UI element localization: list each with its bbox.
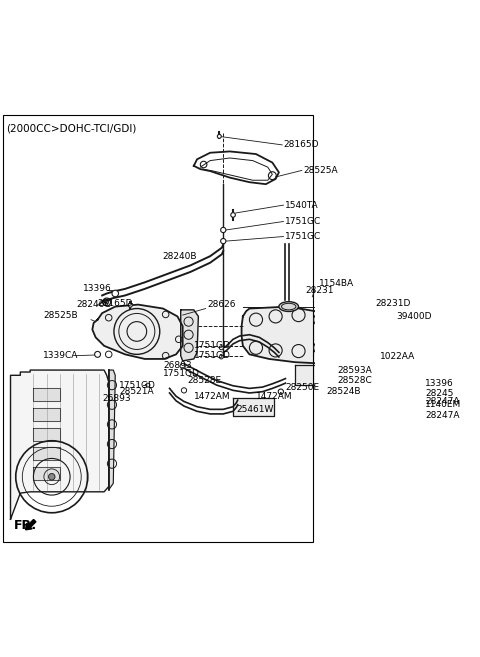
Circle shape (181, 388, 187, 393)
Circle shape (221, 238, 226, 244)
Polygon shape (34, 388, 60, 401)
Text: (2000CC>DOHC-TCI/GDI): (2000CC>DOHC-TCI/GDI) (6, 124, 136, 133)
Text: 26893: 26893 (163, 361, 192, 370)
Circle shape (278, 389, 284, 394)
Text: 1751GD: 1751GD (119, 380, 156, 390)
Text: 28247A: 28247A (425, 397, 459, 406)
Text: 28231D: 28231D (375, 299, 410, 307)
Text: 28593A: 28593A (337, 365, 372, 374)
Text: FR.: FR. (14, 519, 37, 532)
Text: 1751GD: 1751GD (194, 342, 231, 350)
Text: 1751GC: 1751GC (285, 232, 321, 241)
Text: 1472AM: 1472AM (194, 392, 230, 401)
Polygon shape (34, 428, 60, 441)
Polygon shape (34, 408, 60, 421)
Circle shape (146, 383, 150, 387)
Text: 28521A: 28521A (120, 387, 155, 396)
Text: 28626: 28626 (207, 300, 236, 309)
Ellipse shape (367, 327, 380, 340)
Text: 28528C: 28528C (337, 376, 372, 385)
Text: 1472AM: 1472AM (256, 392, 293, 401)
Text: 28246C: 28246C (76, 300, 110, 309)
Polygon shape (375, 322, 400, 349)
Text: 28247A: 28247A (425, 411, 459, 420)
Text: 1751GC: 1751GC (285, 217, 321, 226)
Text: 1339CA: 1339CA (43, 351, 79, 360)
Polygon shape (92, 305, 183, 359)
Polygon shape (180, 310, 198, 361)
Text: 26893: 26893 (102, 394, 131, 403)
Circle shape (219, 346, 223, 350)
Text: 28524B: 28524B (327, 387, 361, 396)
Text: 1751GD: 1751GD (163, 369, 200, 378)
Polygon shape (34, 467, 60, 480)
Circle shape (48, 474, 55, 480)
Text: 28165D: 28165D (284, 141, 319, 149)
Circle shape (217, 135, 221, 139)
Text: 1154BA: 1154BA (319, 279, 354, 288)
Text: 28240B: 28240B (162, 252, 197, 261)
Circle shape (128, 304, 132, 307)
Polygon shape (11, 370, 108, 519)
Polygon shape (382, 387, 405, 426)
Text: 28245: 28245 (425, 389, 453, 398)
Text: 1022AA: 1022AA (380, 352, 416, 361)
Text: 39400D: 39400D (396, 312, 432, 321)
Polygon shape (344, 315, 375, 352)
Polygon shape (233, 398, 274, 416)
Polygon shape (108, 370, 115, 490)
Text: 28528E: 28528E (187, 376, 221, 385)
Text: 28165D: 28165D (97, 299, 133, 307)
Text: 1751GD: 1751GD (194, 351, 231, 360)
Text: 25461W: 25461W (236, 405, 274, 414)
Text: 28525A: 28525A (303, 166, 338, 175)
Ellipse shape (279, 302, 299, 311)
Polygon shape (295, 365, 335, 385)
FancyArrow shape (25, 520, 36, 530)
Circle shape (231, 213, 235, 217)
Circle shape (221, 227, 226, 233)
Text: 28231: 28231 (306, 286, 334, 295)
Text: 1140EM: 1140EM (425, 400, 461, 409)
Circle shape (219, 355, 223, 359)
Circle shape (112, 290, 119, 297)
Polygon shape (241, 307, 341, 363)
Text: 13396: 13396 (425, 378, 454, 388)
Text: 13396: 13396 (83, 284, 111, 294)
Polygon shape (34, 447, 60, 461)
Text: 28525B: 28525B (43, 311, 78, 319)
Text: 1540TA: 1540TA (285, 200, 318, 210)
Text: 28250E: 28250E (286, 382, 320, 392)
Circle shape (180, 363, 185, 369)
Circle shape (105, 300, 108, 304)
